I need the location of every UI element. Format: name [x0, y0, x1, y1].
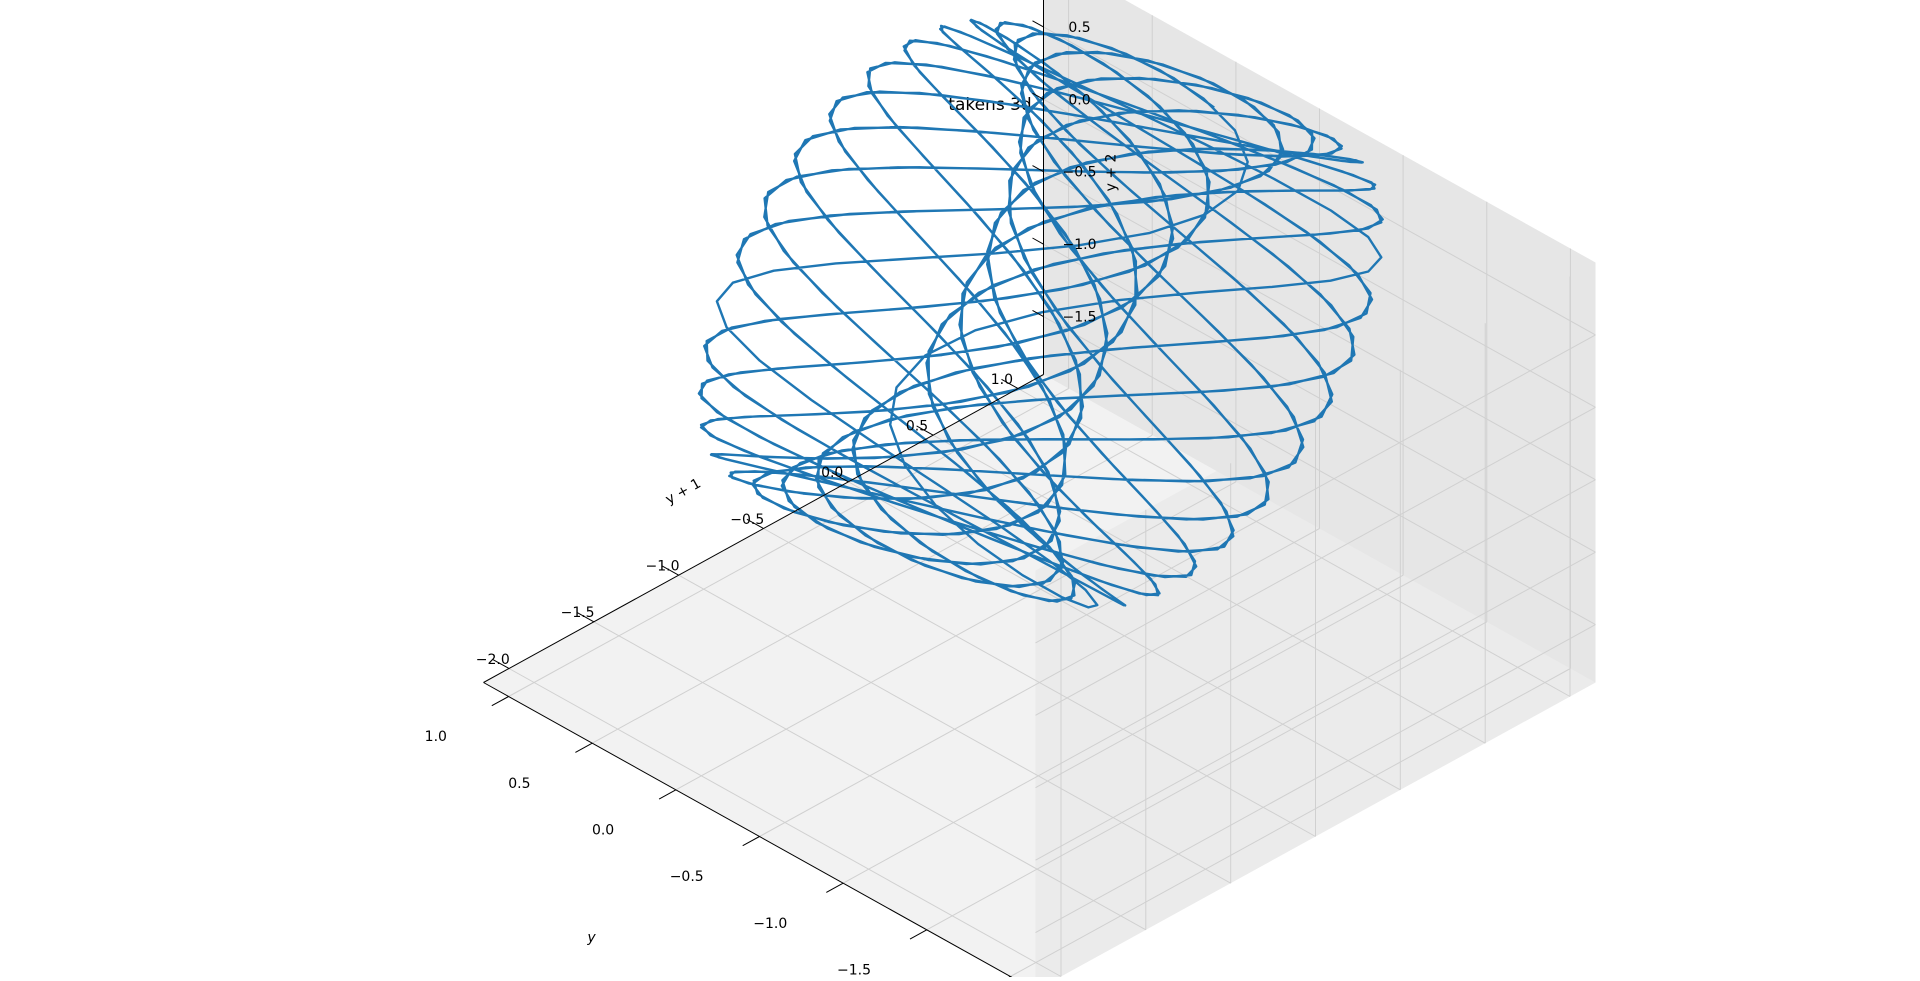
x-axis-label: y: [586, 930, 596, 946]
y-tick-mark: [492, 658, 510, 669]
z-tick-mark: [1032, 237, 1044, 245]
y-tick-mark: [661, 565, 679, 576]
y-tick-label: −2.0: [476, 652, 510, 668]
x-tick-mark: [742, 836, 760, 847]
x-tick-mark: [909, 929, 928, 940]
y-tick-mark: [916, 425, 934, 436]
grid-line-y-floor: [763, 528, 1316, 837]
grid-line-y-floor: [508, 668, 1062, 977]
z-tick-mark: [1032, 309, 1044, 318]
grid-line-z-left: [1035, 334, 1596, 644]
grid-line-z-right: [1043, 171, 1596, 481]
y-tick-mark: [831, 472, 849, 483]
z-tick-label: 0.5: [1068, 20, 1090, 36]
z-axis-label: y + 2: [1104, 154, 1120, 192]
grid-line-z-left: [1035, 479, 1596, 789]
y-tick-label: −1.0: [646, 559, 680, 575]
z-tick-label: 0.0: [1068, 92, 1090, 108]
x-tick-mark: [826, 882, 844, 893]
z-tick-mark: [1032, 92, 1044, 100]
grid-line-z-right: [1043, 316, 1596, 626]
y-tick-label: 0.5: [906, 419, 928, 435]
x-tick-label: 1.0: [425, 729, 447, 745]
x-tick-mark: [491, 696, 509, 707]
x-tick-label: −0.5: [670, 869, 704, 885]
axis-panes: [483, 0, 1596, 981]
data-layer: [697, 18, 1384, 609]
y-axis-line: [483, 374, 1044, 683]
x-axis-line: [483, 682, 1020, 981]
z-tick-label: −1.0: [1063, 237, 1097, 253]
x-tick-label: −1.0: [753, 916, 787, 932]
y-tick-label: −1.5: [561, 605, 595, 621]
y-tick-mark: [576, 612, 595, 623]
y-tick-mark: [746, 518, 764, 529]
x-tick-label: 0.0: [592, 823, 614, 839]
x-tick-mark: [658, 789, 677, 800]
y-tick-label: 1.0: [991, 372, 1013, 388]
z-tick-mark: [1032, 20, 1044, 28]
y-tick-mark: [1001, 378, 1019, 389]
grid-line-y-floor: [593, 621, 1147, 931]
grid-line-z-left: [1035, 624, 1596, 934]
grid-line-y-floor: [678, 574, 1231, 884]
y-axis-label: y + 1: [663, 476, 704, 508]
x-tick-label: −1.5: [837, 963, 871, 978]
grid-line-z-left: [1035, 406, 1596, 716]
x-tick-label: 0.5: [508, 776, 530, 792]
z-tick-label: −0.5: [1063, 165, 1097, 181]
z-tick-label: −1.5: [1063, 310, 1097, 326]
series-line-1: [697, 18, 1384, 609]
grid-line-z-left: [1035, 551, 1596, 861]
x-tick-mark: [575, 742, 593, 753]
y-tick-label: 0.0: [821, 465, 843, 481]
y-tick-label: −0.5: [730, 512, 764, 528]
z-tick-mark: [1032, 165, 1044, 173]
